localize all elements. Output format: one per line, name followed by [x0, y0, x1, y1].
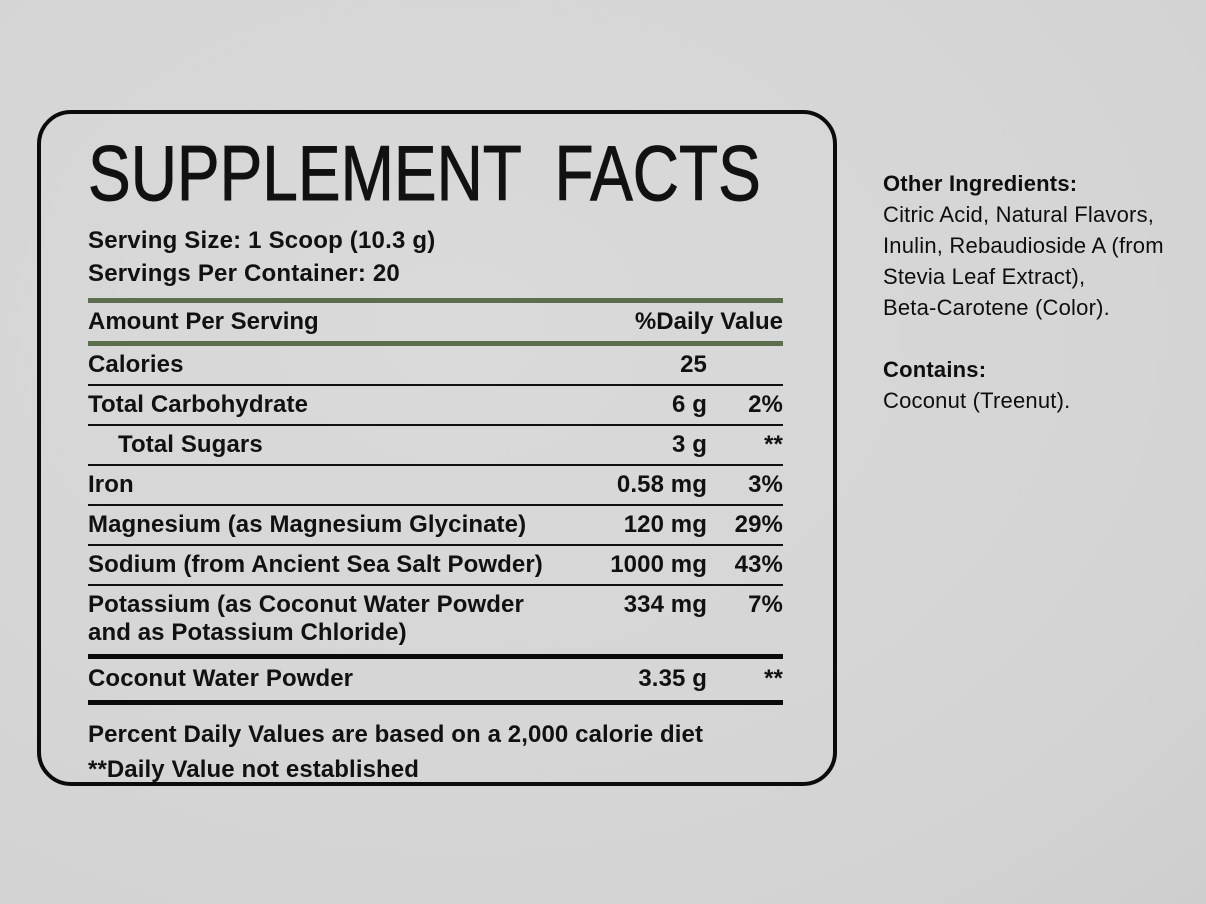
contains-block: Contains: Coconut (Treenut). — [883, 354, 1195, 416]
divider-thin — [88, 423, 783, 426]
divider-thin — [88, 463, 783, 466]
contains-heading: Contains: — [883, 357, 987, 382]
table-row-magnesium: Magnesium (as Magnesium Glycinate) 120 m… — [88, 506, 783, 544]
table-header-row: Amount Per Serving %Daily Value — [88, 303, 783, 341]
nutrient-dv: 2% — [748, 390, 783, 418]
divider-thick — [88, 653, 783, 659]
nutrient-amount: 120 mg — [623, 510, 707, 538]
nutrient-name: Total Sugars — [118, 430, 263, 458]
nutrient-dv: 3% — [748, 470, 783, 498]
supplement-facts-panel: SUPPLEMENT FACTS Serving Size: 1 Scoop (… — [37, 110, 837, 786]
nutrient-name: Calories — [88, 350, 184, 378]
nutrient-name: Coconut Water Powder — [88, 665, 354, 692]
table-row-total-sugars: Total Sugars 3 g ** — [88, 426, 783, 464]
table-row-iron: Iron 0.58 mg 3% — [88, 466, 783, 504]
panel-title: SUPPLEMENT FACTS — [88, 129, 762, 217]
nutrient-name-line2: and as Potassium Chloride) — [88, 618, 407, 646]
divider-thin — [88, 543, 783, 546]
nutrient-name-line1: Potassium (as Coconut Water Powder — [88, 590, 524, 618]
table-row-potassium: Potassium (as Coconut Water Powder and a… — [88, 586, 783, 652]
footnote-daily-values: Percent Daily Values are based on a 2,00… — [88, 721, 704, 748]
nutrient-name: Potassium (as Coconut Water Powder and a… — [88, 591, 589, 647]
divider-green-header — [88, 341, 783, 346]
nutrient-dv: 29% — [734, 510, 783, 538]
nutrient-dv: ** — [764, 430, 783, 458]
footnote-not-established: **Daily Value not established — [88, 756, 420, 783]
serving-size-line: Serving Size: 1 Scoop (10.3 g) — [88, 227, 436, 254]
nutrient-name: Sodium (from Ancient Sea Salt Powder) — [88, 550, 543, 578]
table-row-calories: Calories 25 — [88, 346, 783, 384]
nutrient-dv: ** — [764, 665, 783, 692]
nutrient-name: Magnesium (as Magnesium Glycinate) — [88, 510, 527, 538]
table-row-coconut-water-powder: Coconut Water Powder 3.35 g ** — [88, 661, 783, 699]
table-row-total-carbohydrate: Total Carbohydrate 6 g 2% — [88, 386, 783, 424]
divider-thin — [88, 383, 783, 386]
other-ingredients-line: Beta-Carotene (Color). — [883, 295, 1110, 320]
nutrient-amount: 6 g — [672, 390, 707, 418]
nutrient-amount: 334 mg — [623, 590, 707, 618]
divider-thin — [88, 583, 783, 586]
other-ingredients-line: Inulin, Rebaudioside A (from — [883, 233, 1164, 258]
table-row-sodium: Sodium (from Ancient Sea Salt Powder) 10… — [88, 546, 783, 584]
nutrient-dv: 43% — [734, 550, 783, 578]
nutrient-amount: 3 g — [672, 430, 707, 458]
nutrient-amount: 1000 mg — [610, 550, 707, 578]
footnotes: Percent Daily Values are based on a 2,00… — [88, 717, 783, 787]
nutrient-amount: 0.58 mg — [616, 470, 707, 498]
other-ingredients-line: Stevia Leaf Extract), — [883, 264, 1086, 289]
nutrient-amount: 25 — [680, 350, 707, 378]
daily-value-label: %Daily Value — [634, 308, 783, 335]
other-ingredients-line: Citric Acid, Natural Flavors, — [883, 202, 1155, 227]
divider-thin — [88, 503, 783, 506]
contains-text: Coconut (Treenut). — [883, 388, 1071, 413]
side-ingredients-panel: Other Ingredients: Citric Acid, Natural … — [883, 168, 1195, 416]
nutrient-dv: 7% — [748, 590, 783, 618]
divider-green-top — [88, 298, 783, 303]
nutrient-name: Iron — [88, 470, 134, 498]
other-ingredients-heading: Other Ingredients: — [883, 171, 1078, 196]
amount-per-serving-label: Amount Per Serving — [88, 308, 319, 335]
nutrient-amount: 3.35 g — [638, 665, 707, 692]
divider-thick — [88, 700, 783, 705]
nutrient-name: Total Carbohydrate — [88, 390, 309, 418]
servings-per-container-line: Servings Per Container: 20 — [88, 260, 400, 287]
